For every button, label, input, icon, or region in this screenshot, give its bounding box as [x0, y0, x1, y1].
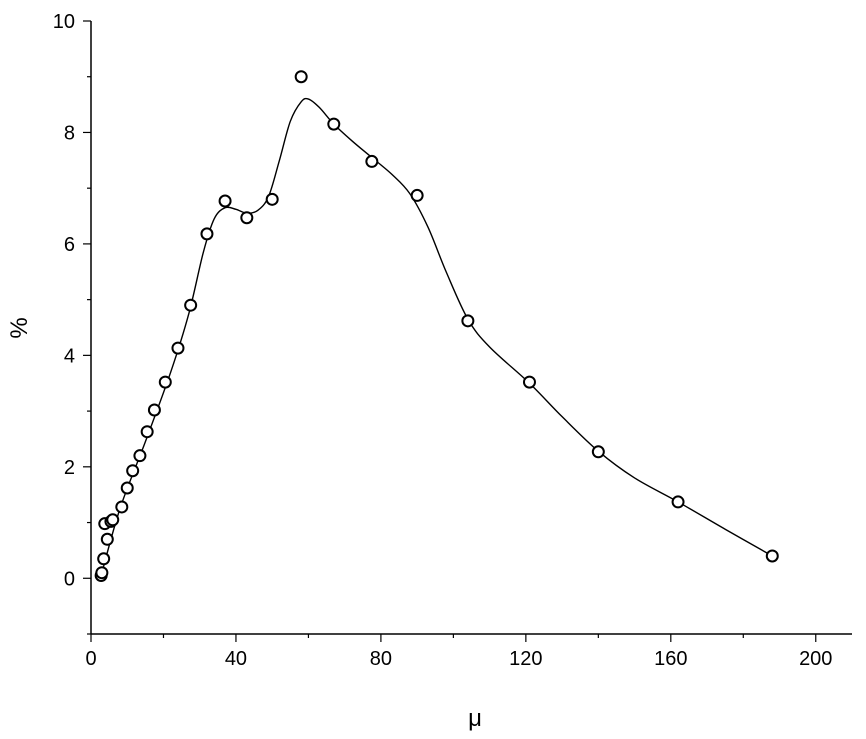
- x-tick-label: 40: [225, 648, 247, 670]
- data-point: [126, 464, 140, 478]
- y-tick-label: 8: [64, 122, 75, 144]
- data-point: [100, 532, 114, 546]
- axes: 0 40 80 120 160 200 0 2 4 6 8 10: [53, 11, 852, 670]
- data-point: [327, 117, 341, 131]
- y-axis-title: %: [6, 317, 33, 338]
- data-point: [461, 314, 475, 328]
- fit-curve: [100, 97, 773, 576]
- data-point: [106, 513, 120, 527]
- data-point: [97, 552, 111, 566]
- x-tick-label: 0: [85, 648, 96, 670]
- x-tick-label: 80: [370, 648, 392, 670]
- data-point: [158, 375, 172, 389]
- data-point: [240, 211, 254, 225]
- y-tick-label: 6: [64, 234, 75, 256]
- x-axis-title: μ: [468, 705, 482, 732]
- data-point: [133, 449, 147, 463]
- data-point: [147, 403, 161, 417]
- data-point: [140, 425, 154, 439]
- data-point: [522, 375, 536, 389]
- x-tick-label: 200: [799, 648, 832, 670]
- data-point: [265, 192, 279, 206]
- data-point: [95, 566, 109, 580]
- data-point: [294, 70, 308, 84]
- y-tick-label: 0: [64, 568, 75, 590]
- x-tick-label: 160: [654, 648, 687, 670]
- data-point: [765, 549, 779, 563]
- data-point: [365, 154, 379, 168]
- y-tick-label: 4: [64, 345, 75, 367]
- data-point: [120, 481, 134, 495]
- data-point: [671, 495, 685, 509]
- data-point: [591, 445, 605, 459]
- data-point: [171, 341, 185, 355]
- fit-curve-layer: [100, 97, 773, 576]
- data-point: [200, 227, 214, 241]
- data-point: [410, 188, 424, 202]
- y-tick-label: 10: [53, 11, 75, 33]
- x-tick-label: 120: [509, 648, 542, 670]
- y-tick-label: 2: [64, 457, 75, 479]
- data-point: [218, 194, 232, 208]
- data-point: [115, 500, 129, 514]
- data-points-layer: [94, 70, 779, 582]
- data-point: [184, 298, 198, 312]
